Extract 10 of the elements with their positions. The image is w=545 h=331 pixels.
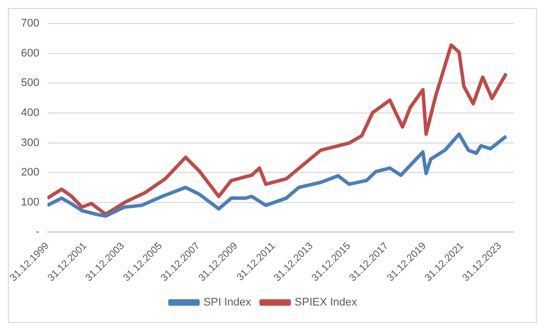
y-tick-label: 600: [21, 47, 40, 60]
y-tick-label: 400: [21, 107, 40, 119]
y-tick-label: 300: [21, 136, 40, 149]
y-tick-label: -: [36, 226, 40, 238]
legend-label: SPIEX Index: [294, 296, 358, 309]
legend-label: SPI Index: [203, 296, 252, 309]
y-tick-label: 100: [21, 196, 40, 208]
y-tick-label: 200: [21, 166, 40, 179]
y-tick-label: 700: [21, 18, 40, 30]
y-tick-label: 500: [21, 77, 40, 90]
